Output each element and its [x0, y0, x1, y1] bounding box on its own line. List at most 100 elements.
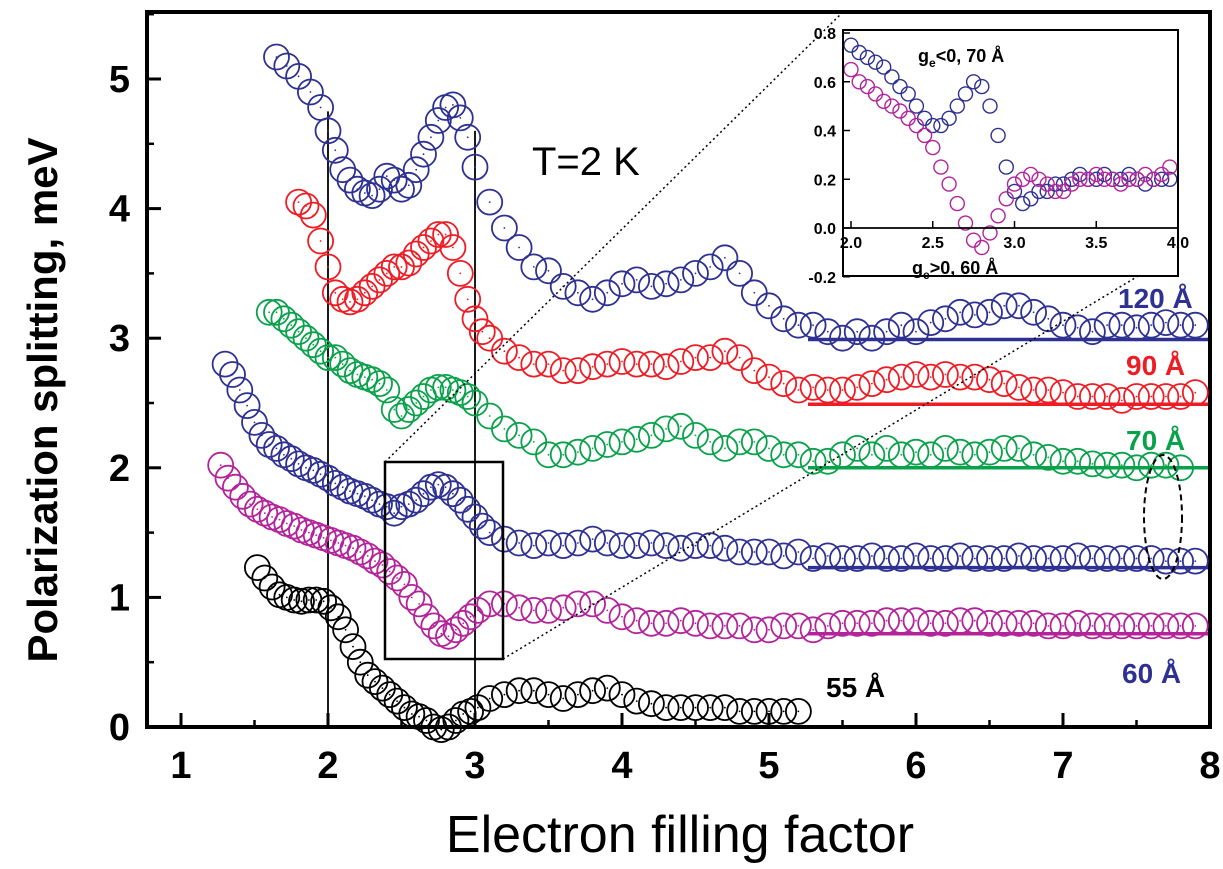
point-dot-s3-22 [385, 505, 388, 508]
point-dot-s2-41 [665, 428, 667, 430]
point-dot-s5-36 [562, 697, 565, 700]
point-s2-69 [1064, 447, 1092, 475]
point-dot-s0-60 [988, 311, 991, 314]
point-dot-s0-21 [444, 106, 447, 109]
point-s3-25 [395, 490, 423, 518]
point-s3-77 [1079, 545, 1106, 572]
point-dot-s1-34 [606, 363, 609, 365]
point-dot-s4-62 [871, 622, 873, 625]
point-dot-s0-57 [944, 317, 947, 320]
point-s3-22 [373, 493, 401, 521]
point-s2-15 [366, 370, 393, 398]
point-s3-82 [1152, 547, 1180, 575]
point-s2-26 [446, 379, 474, 407]
point-s0-23 [446, 104, 474, 132]
point-s3-71 [990, 545, 1018, 572]
point-dot-s3-25 [407, 503, 410, 505]
inset-data-points [843, 37, 1178, 256]
point-s4-51 [696, 612, 724, 640]
point-s2-71 [1093, 451, 1121, 479]
point-dot-s1-36 [635, 363, 638, 365]
point-dot-s4-26 [410, 596, 413, 599]
point-dot-s4-54 [753, 628, 756, 631]
point-dot-s0-17 [415, 168, 418, 171]
point-dot-s2-2 [283, 317, 285, 320]
point-s3-33 [454, 495, 482, 523]
point-dot-s5-2 [271, 586, 273, 588]
point-s3-57 [785, 538, 812, 566]
point-dot-s0-70 [1135, 326, 1138, 329]
point-s4-58 [799, 616, 827, 644]
point-s5-9 [310, 587, 338, 615]
point-dot-s3-47 [650, 542, 653, 544]
point-dot-s2-18 [400, 415, 403, 417]
point-dot-s3-79 [1120, 557, 1123, 560]
point-dot-s0-55 [915, 330, 917, 333]
point-s3-9 [277, 445, 305, 473]
point-dot-s4-23 [388, 570, 391, 573]
point-dot-s2-47 [753, 441, 756, 443]
point-dot-s3-63 [885, 557, 888, 560]
point-dot-s5-20 [403, 706, 406, 709]
point-s1-13 [380, 253, 408, 281]
point-s1-62 [1005, 373, 1033, 401]
point-dot-s0-34 [606, 291, 609, 294]
inset-point-s1-10 [916, 127, 933, 144]
point-s1-12 [373, 259, 401, 287]
point-dot-s4-57 [797, 625, 800, 627]
point-s5-42 [638, 690, 665, 718]
point-dot-s2-35 [577, 451, 579, 454]
inset-point-s1-31 [1088, 166, 1105, 183]
point-dot-s0-9 [356, 188, 359, 191]
point-dot-s3-3 [246, 404, 249, 407]
point-s1-54 [887, 363, 915, 391]
point-dot-s1-11 [378, 279, 381, 281]
point-s2-63 [976, 438, 1003, 466]
inset-point-s0-13 [941, 110, 957, 127]
x-tick-label-1: 1 [170, 745, 191, 787]
inset-point-s0-19 [990, 127, 1006, 144]
point-s4-25 [390, 571, 418, 598]
point-dot-s0-3 [309, 91, 312, 93]
point-dot-s2-15 [378, 382, 381, 385]
point-dot-s3-7 [275, 447, 278, 450]
point-s3-40 [535, 529, 562, 557]
inset-point-s1-33 [1104, 171, 1121, 188]
x-tick-label-6: 6 [905, 745, 926, 787]
point-s4-73 [1020, 609, 1047, 637]
point-s2-45 [711, 434, 739, 462]
point-dot-s4-27 [418, 603, 420, 605]
point-dot-s3-28 [430, 486, 432, 489]
point-s3-3 [233, 392, 261, 420]
point-dot-s3-13 [319, 473, 322, 476]
point-s1-60 [976, 366, 1003, 394]
point-s0-7 [329, 156, 357, 184]
point-s4-59 [814, 612, 842, 640]
point-dot-s4-68 [959, 619, 961, 622]
point-s3-69 [961, 545, 989, 572]
point-dot-s3-20 [371, 499, 373, 502]
point-dot-s4-60 [841, 622, 844, 625]
point-s3-73 [1020, 545, 1047, 572]
series-label-60: 60 Å [1122, 658, 1181, 689]
point-s1-36 [623, 350, 651, 378]
point-dot-s1-55 [915, 373, 917, 376]
point-dot-s0-40 [694, 272, 697, 275]
point-dot-s0-46 [782, 317, 785, 320]
point-dot-s1-30 [547, 363, 550, 365]
zoom-box [383, 460, 505, 661]
point-s1-64 [1034, 376, 1062, 404]
point-dot-s5-50 [768, 710, 770, 713]
point-dot-s4-61 [856, 622, 859, 625]
inset-x-tick-label-2.0: 2.0 [840, 235, 862, 252]
point-s2-60 [932, 434, 959, 462]
point-s5-0 [243, 554, 271, 581]
inset-point-s0-3 [859, 49, 876, 66]
point-dot-s1-3 [319, 240, 322, 242]
inset-point-s0-35 [1121, 166, 1137, 183]
point-dot-s2-6 [312, 343, 315, 346]
point-s4-80 [1123, 612, 1150, 640]
point-s4-5 [243, 495, 271, 523]
inset-y-tick-label--0.2: -0.2 [808, 270, 836, 287]
point-s1-25 [468, 318, 496, 346]
